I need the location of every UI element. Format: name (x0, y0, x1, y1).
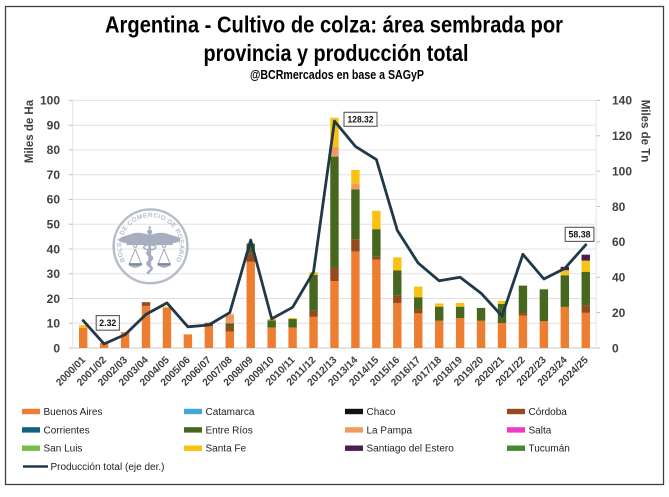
svg-text:100: 100 (612, 164, 632, 178)
svg-text:Argentina - Cultivo de colza:: Argentina - Cultivo de colza: área sembr… (105, 12, 563, 38)
svg-text:Producción total (eje der.): Producción total (eje der.) (51, 462, 165, 473)
svg-text:Córdoba: Córdoba (529, 407, 568, 418)
svg-text:Miles de Tn: Miles de Tn (639, 100, 651, 163)
svg-text:2.32: 2.32 (99, 318, 116, 328)
svg-text:140: 140 (612, 94, 632, 108)
svg-text:Salta: Salta (529, 425, 552, 436)
svg-text:80: 80 (47, 143, 61, 157)
svg-text:Corrientes: Corrientes (44, 425, 90, 436)
svg-text:40: 40 (47, 242, 61, 256)
svg-text:Buenos Aires: Buenos Aires (44, 407, 103, 418)
svg-text:Miles de Ha: Miles de Ha (24, 99, 36, 163)
svg-text:0: 0 (612, 341, 619, 355)
svg-text:58.38: 58.38 (569, 229, 591, 239)
svg-text:0: 0 (53, 341, 60, 355)
svg-text:Santa Fe: Santa Fe (206, 444, 247, 455)
svg-text:Entre Ríos: Entre Ríos (206, 425, 253, 436)
svg-text:Santiago del Estero: Santiago del Estero (367, 444, 455, 455)
svg-text:20: 20 (612, 306, 626, 320)
svg-text:60: 60 (612, 235, 626, 249)
svg-text:128.32: 128.32 (348, 114, 374, 124)
svg-text:90: 90 (47, 119, 61, 133)
svg-text:San Luis: San Luis (44, 444, 83, 455)
svg-text:80: 80 (612, 200, 626, 214)
svg-text:70: 70 (47, 168, 61, 182)
svg-text:20: 20 (47, 292, 61, 306)
svg-text:60: 60 (47, 193, 61, 207)
svg-text:10: 10 (47, 317, 61, 331)
svg-text:50: 50 (47, 218, 61, 232)
svg-text:120: 120 (612, 129, 632, 143)
svg-text:@BCRmercados en base a SAGyP: @BCRmercados en base a SAGyP (250, 67, 424, 82)
svg-text:provincia y producción total: provincia y producción total (204, 40, 469, 66)
svg-text:30: 30 (47, 267, 61, 281)
svg-text:100: 100 (40, 94, 60, 108)
svg-text:Tucumán: Tucumán (529, 444, 570, 455)
svg-text:Catamarca: Catamarca (206, 407, 255, 418)
svg-text:La Pampa: La Pampa (367, 425, 413, 436)
svg-text:· · · · · · · ·: · · · · · · · · (139, 278, 160, 282)
svg-text:40: 40 (612, 271, 626, 285)
svg-text:Chaco: Chaco (367, 407, 396, 418)
